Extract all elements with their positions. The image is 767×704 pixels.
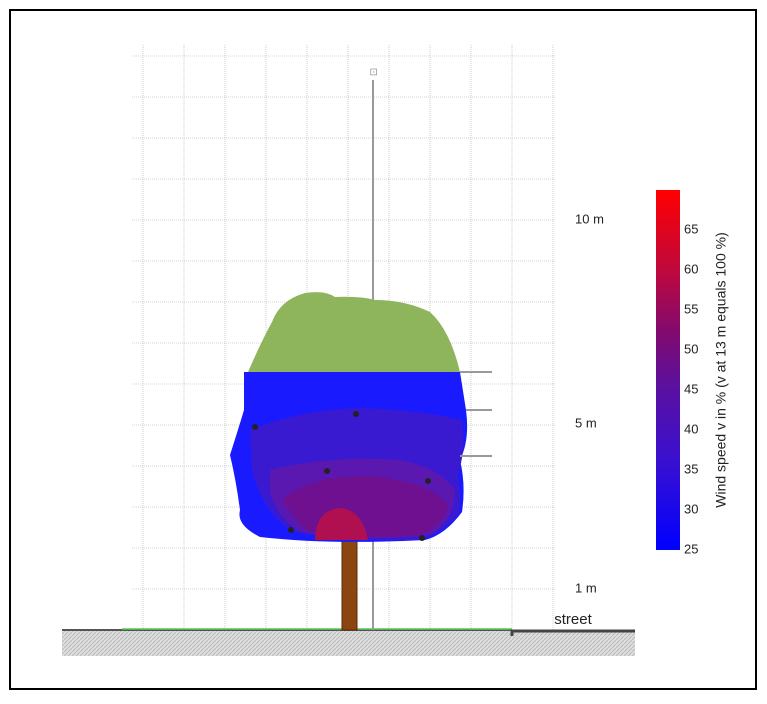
- colorbar: [656, 190, 680, 550]
- height-label: 10 m: [575, 211, 604, 226]
- colorbar-tick-label: 50: [684, 341, 698, 356]
- height-label: 5 m: [575, 415, 597, 430]
- colorbar-ticks: 65 60 55 50 45 40 35 30 25: [684, 221, 698, 556]
- trunk: [342, 538, 357, 630]
- height-label: 1 m: [575, 580, 597, 595]
- colorbar-tick-label: 25: [684, 541, 698, 556]
- colorbar-tick-label: 40: [684, 421, 698, 436]
- colorbar-tick-label: 30: [684, 501, 698, 516]
- street-label: street: [554, 611, 592, 628]
- sensor: [252, 424, 258, 430]
- colorbar-tick-label: 55: [684, 301, 698, 316]
- colorbar-tick-label: 65: [684, 221, 698, 236]
- sensor: [324, 468, 330, 474]
- crown-top: [248, 292, 460, 372]
- sensor: [288, 527, 294, 533]
- colorbar-tick-label: 35: [684, 461, 698, 476]
- ground: [62, 630, 635, 656]
- sensor: [353, 411, 359, 417]
- figure: street ⊡ 10 m 5 m 1 m 65 60 55 50 45 40 35 30 25 W…: [0, 0, 767, 699]
- colorbar-tick-label: 60: [684, 261, 698, 276]
- mast-icon: ⊡: [367, 68, 378, 76]
- colorbar-title: Wind speed v in % (v at 13 m equals 100 …: [713, 232, 729, 507]
- sensor: [419, 535, 425, 541]
- height-labels: 10 m 5 m 1 m: [575, 211, 604, 595]
- sensor: [425, 478, 431, 484]
- colorbar-tick-label: 45: [684, 381, 698, 396]
